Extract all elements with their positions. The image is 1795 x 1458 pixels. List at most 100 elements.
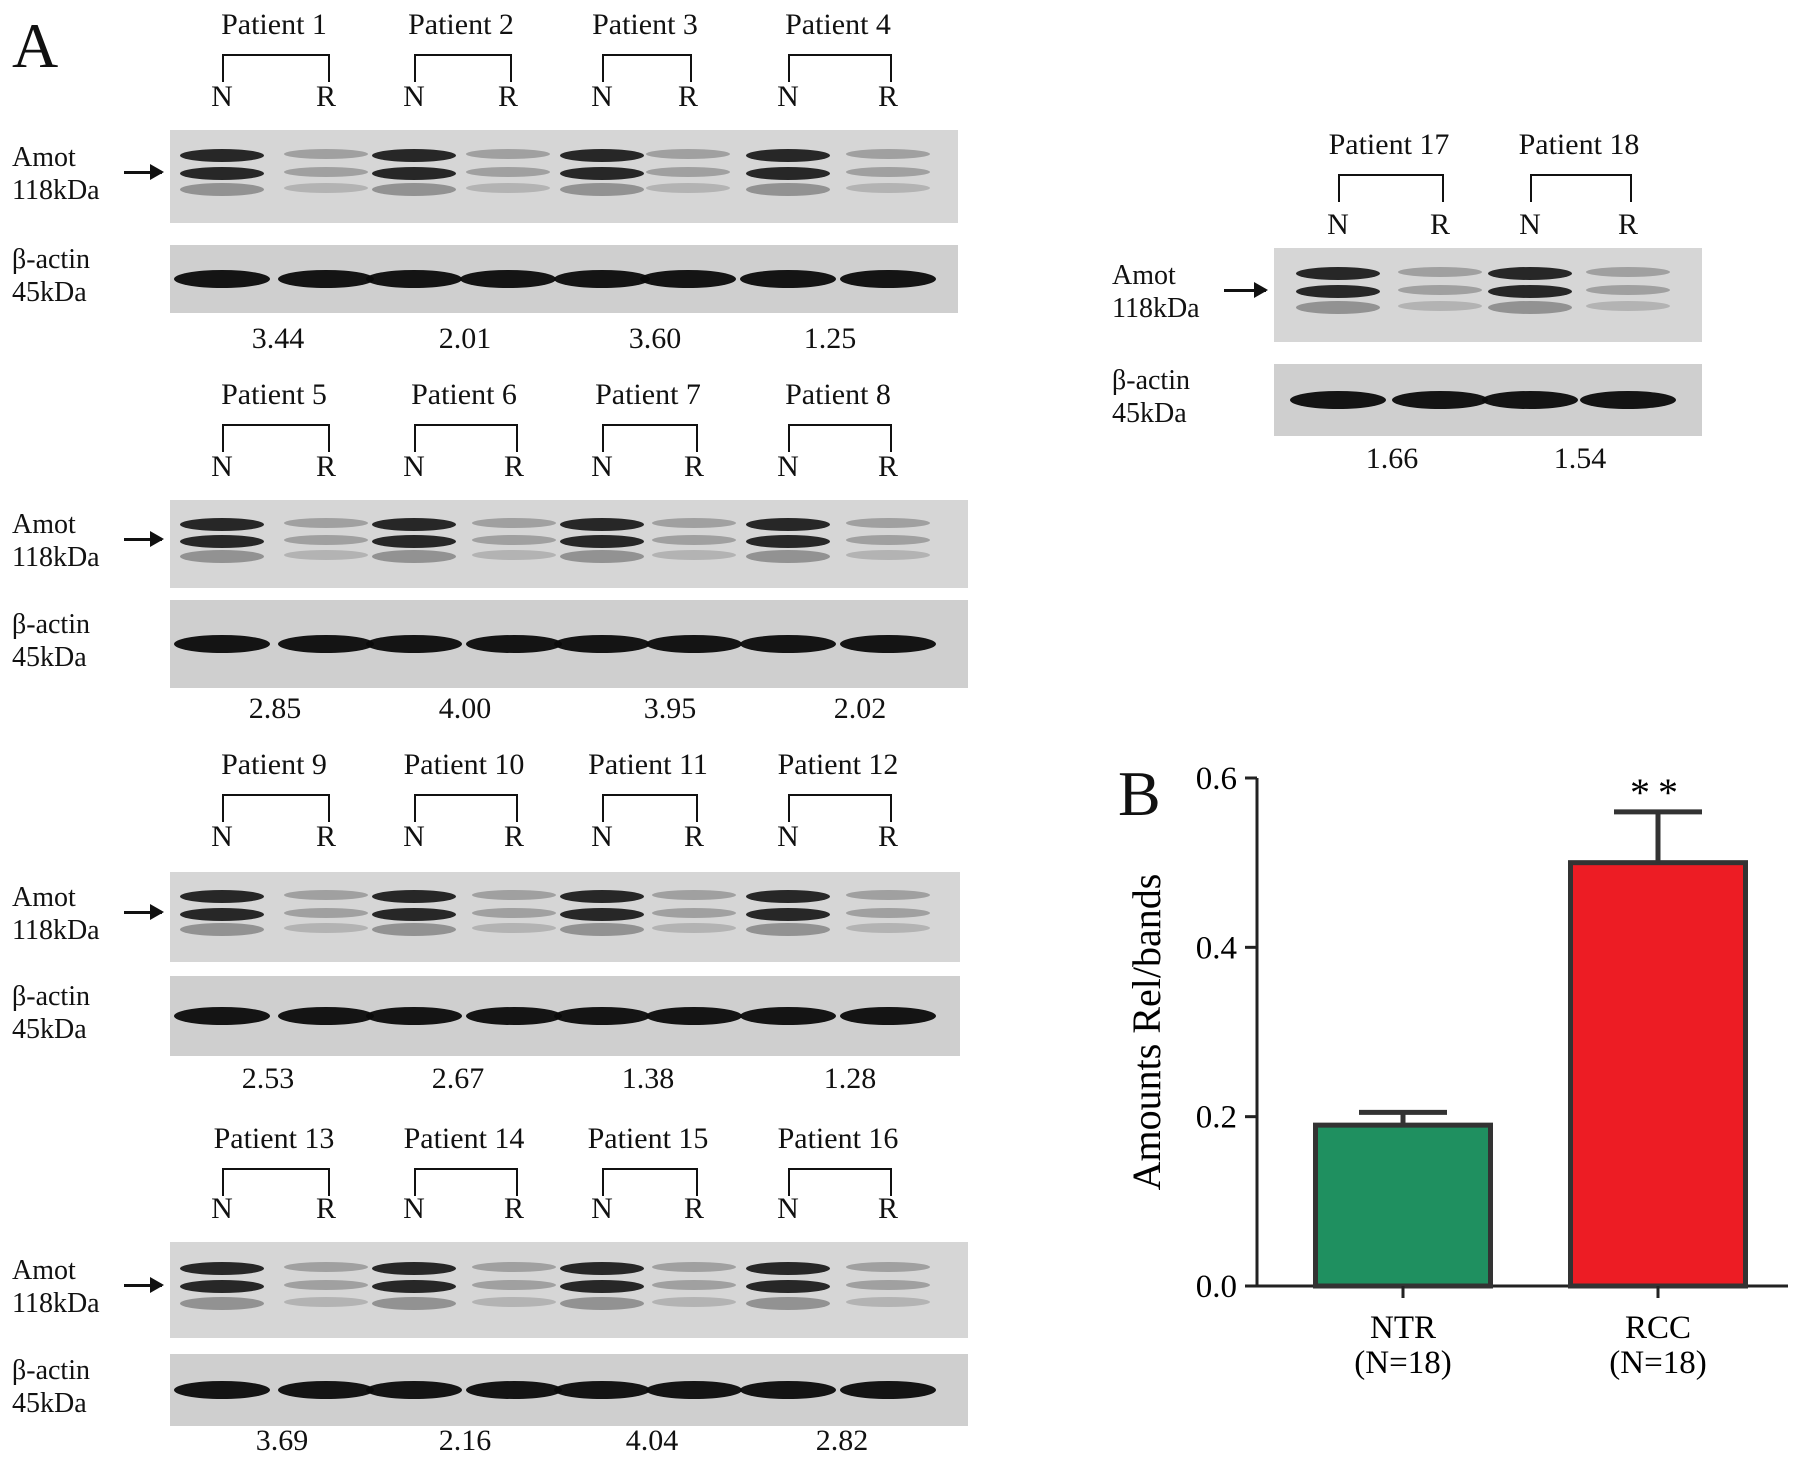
lane-label-r: R [683,1192,705,1225]
amot-band [180,534,264,548]
amot-band [180,1296,264,1310]
amot-band [652,890,736,901]
lane-bracket [788,1168,892,1196]
amot-band [560,907,644,921]
amot-band [284,166,368,177]
lane-label-n: N [403,450,425,483]
actin-band [174,1381,270,1399]
x-tick-label: NTR [1370,1310,1436,1346]
lane-label-r: R [503,820,525,853]
actin-size: 45kDa [12,277,87,308]
intensity-ratio: 3.69 [255,1424,309,1457]
lane-label-r: R [1617,208,1639,241]
x-tick-sublabel: (N=18) [1609,1345,1706,1381]
lane-label-n: N [211,820,233,853]
lane-bracket [602,794,698,822]
actin-band [174,635,270,653]
amot-band [180,907,264,921]
lane-bracket [1338,174,1444,202]
amot-band [1398,267,1482,278]
amot-band [372,1261,456,1275]
actin-band [840,270,936,288]
y-tick-label: 0.4 [1196,930,1237,966]
amot-band [1488,301,1572,315]
actin-band [840,1007,936,1025]
intensity-ratio: 2.16 [438,1424,492,1457]
amot-band [646,182,730,193]
x-tick-label: RCC [1625,1310,1691,1346]
lane-label-r: R [877,820,899,853]
lane-bracket [1530,174,1632,202]
amot-band [1296,267,1380,281]
intensity-ratio: 3.44 [251,322,305,355]
patient-label: Patient 5 [221,378,327,411]
lane-label-n: N [1327,208,1349,241]
patient-label: Patient 15 [587,1122,709,1155]
amot-band [372,182,456,196]
amot-band [746,166,830,180]
lane-label-n: N [403,1192,425,1225]
band-arrow [124,163,164,180]
band-arrow [124,1277,164,1293]
lane-bracket [222,1168,330,1196]
amot-band [652,1261,736,1272]
patient-label: Patient 10 [403,748,525,781]
lane-label-n: N [403,80,425,113]
amot-band [846,149,930,160]
lane-label-n: N [591,450,613,483]
amot-band [284,922,368,933]
amot-band [1296,285,1380,299]
actin-band [366,270,462,288]
lane-label-n: N [777,820,799,853]
lane-label-n: N [591,1192,613,1225]
actin-band [278,1381,374,1399]
actin-label: β-actin [12,981,90,1012]
intensity-ratio: 3.95 [643,692,697,725]
actin-band [646,1381,742,1399]
amot-blot [170,130,958,223]
actin-band [278,635,374,653]
amot-band [180,549,264,563]
amot-size: 118kDa [12,915,100,946]
amot-band [746,182,830,196]
amot-band [846,534,930,545]
amot-band [372,1280,456,1294]
lane-bracket [414,794,518,822]
intensity-ratio: 4.04 [625,1424,679,1457]
actin-blot [1274,364,1702,436]
amot-band [846,1280,930,1291]
amot-band [472,549,556,560]
lane-label-r: R [315,1192,337,1225]
patient-label: Patient 6 [411,378,517,411]
amot-band [560,182,644,196]
actin-size: 45kDa [12,1014,87,1045]
amot-size: 118kDa [12,542,100,573]
actin-band [646,1007,742,1025]
amot-band [646,166,730,177]
lane-label-n: N [777,450,799,483]
actin-blot [170,976,960,1056]
intensity-ratio: 1.25 [803,322,857,355]
intensity-ratio: 1.38 [621,1062,675,1095]
amot-band [560,1280,644,1294]
actin-band [840,635,936,653]
amot-band [846,907,930,918]
amot-band [746,922,830,936]
lane-label-r: R [683,820,705,853]
lane-label-r: R [315,450,337,483]
patient-label: Patient 8 [785,378,891,411]
amot-band [746,890,830,904]
patient-label: Patient 9 [221,748,327,781]
actin-band [554,270,650,288]
lane-label-n: N [777,80,799,113]
actin-band [740,635,836,653]
lane-label-r: R [1429,208,1451,241]
actin-band [460,270,556,288]
lane-bracket [602,1168,698,1196]
lane-label-n: N [211,80,233,113]
actin-band [1580,391,1676,409]
amot-blot [170,872,960,962]
amot-band [1586,267,1670,278]
patient-label: Patient 7 [595,378,701,411]
bar-rcc [1568,860,1748,1289]
